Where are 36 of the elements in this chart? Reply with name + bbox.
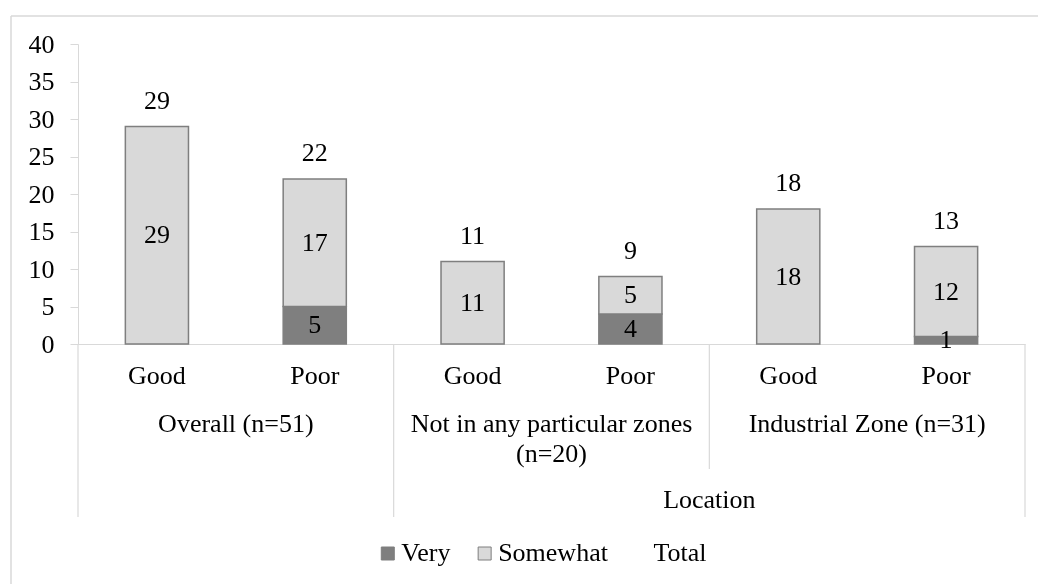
total-label: 18 — [775, 168, 802, 197]
x-axis-title: Location — [663, 485, 756, 514]
y-tick-label: 25 — [28, 142, 55, 171]
total-label: 11 — [460, 220, 486, 250]
data-label: 5 — [308, 310, 322, 340]
text: Total — [653, 538, 707, 567]
y-tick-label: 10 — [28, 254, 55, 284]
total-label: 29 — [143, 85, 170, 115]
text: Not in any particular zones (n=20) — [410, 409, 693, 468]
data-label: 4 — [623, 314, 637, 343]
x-tick-label: Good — [443, 360, 502, 390]
data-label: 12 — [933, 276, 960, 306]
total-label: 13 — [933, 205, 960, 235]
y-tick-label: 35 — [28, 67, 55, 96]
x-tick-label: Good — [128, 360, 186, 390]
text: Overall (n=51) — [158, 409, 314, 438]
text: Industrial Zone (n=31) — [748, 409, 986, 438]
x-tick-label: Poor — [290, 360, 340, 390]
total-label: 9 — [623, 235, 637, 265]
y-tick-label: 30 — [28, 104, 55, 134]
y-tick-label: 40 — [28, 29, 55, 59]
y-tick-label: 20 — [28, 179, 55, 209]
y-tick-label: 15 — [28, 217, 55, 246]
y-tick-label: 5 — [41, 292, 55, 321]
data-label: 29 — [143, 220, 170, 250]
total-label: 22 — [301, 138, 328, 167]
data-label: 17 — [301, 227, 328, 257]
x-tick-label: Poor — [921, 360, 971, 390]
legend-label: Somewhat — [498, 538, 609, 567]
y-tick-label: 0 — [41, 329, 55, 359]
data-label: 11 — [460, 287, 486, 317]
x-tick-label: Good — [759, 360, 818, 390]
data-label: 18 — [775, 261, 802, 291]
x-tick-label: Poor — [605, 360, 656, 390]
data-label: 5 — [623, 280, 637, 310]
legend-label: Very — [401, 538, 451, 567]
